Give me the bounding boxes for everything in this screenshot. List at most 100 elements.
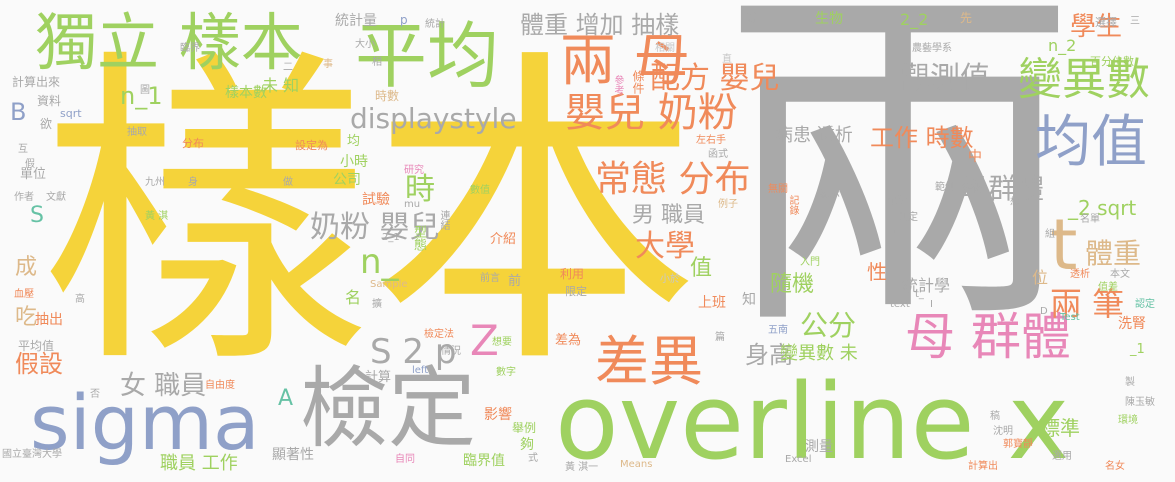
word-xianshi: 顯示 bbox=[820, 189, 840, 200]
word-cheng: 成 bbox=[15, 255, 38, 280]
word-peidui: 配對 bbox=[887, 196, 907, 207]
word-2-1: 2_1 bbox=[382, 232, 400, 243]
word-xiangyao: 想要 bbox=[492, 337, 512, 348]
word-nan-zhiyuan: 男 職員 bbox=[632, 203, 705, 228]
word-daxue: 大學 bbox=[635, 229, 695, 264]
word-2-2: 2_2 bbox=[900, 10, 929, 29]
word-zuo: 做 bbox=[283, 177, 293, 188]
word-jiuzhou: 九州 bbox=[145, 177, 165, 188]
word-binghuan-touxi: 病患 透析 bbox=[775, 125, 853, 146]
word-yangben: 樣本 bbox=[40, 23, 700, 407]
word-ziyoudu: 自由度 bbox=[205, 380, 235, 391]
word-fenbu: 分布 bbox=[182, 137, 204, 150]
word-benwen: 本文 bbox=[1110, 269, 1130, 280]
word-duli-yangben: 獨立 樣本 bbox=[35, 6, 303, 79]
word-huang-qi: 黃 淇 bbox=[145, 211, 169, 222]
word-linjiezhi: 臨界值 bbox=[463, 453, 505, 469]
word-pingjunzhi: 平均值 bbox=[18, 339, 55, 353]
word-gao-draft: 稿 bbox=[990, 411, 1000, 422]
word-chawei: 差為 bbox=[555, 333, 582, 348]
word-liang: 兩 bbox=[720, 0, 1080, 374]
word-jieshao: 介紹 bbox=[490, 232, 517, 247]
word-xueya: 血壓 bbox=[14, 289, 34, 300]
word-suiji: 隨機 bbox=[770, 272, 815, 297]
word-zu: 組 bbox=[1045, 229, 1055, 240]
word-juli: 舉例 bbox=[512, 421, 537, 435]
word-zhicha: 值差 bbox=[1098, 282, 1118, 293]
word-jilu: 記錄 bbox=[787, 195, 798, 215]
word-baifenweishu: 百分位數 bbox=[1090, 55, 1134, 68]
word-muqunti: 母群體 bbox=[960, 172, 1045, 205]
word-tongjixue: 統計學 bbox=[902, 276, 951, 295]
word-xiaoyu: 小於 bbox=[660, 274, 680, 285]
word-xiang-think: 想 bbox=[1010, 197, 1020, 208]
word-cankao: 參考 bbox=[612, 75, 623, 95]
word-zhong: 中 bbox=[968, 149, 982, 165]
word-ming: 名 bbox=[345, 288, 362, 307]
word-bianyishu-wei: 變異數 未 bbox=[780, 343, 858, 364]
word-shuzi: 數字 bbox=[496, 367, 516, 378]
word-s2p: S 2 p bbox=[370, 332, 457, 372]
word-t-under: t_ bbox=[915, 289, 924, 300]
word-huanjing: 環境 bbox=[1118, 415, 1138, 426]
word-ziliao: 資料 bbox=[37, 94, 62, 108]
word-bianyishu: 變異數 bbox=[1018, 54, 1150, 105]
word-zuoyoushou: 左右手 bbox=[696, 135, 726, 146]
word-zhi-make: 製 bbox=[1125, 377, 1135, 388]
word-gou: 夠 bbox=[520, 437, 534, 453]
word-zhi-straight: 直 bbox=[722, 54, 732, 65]
word-lizi: 例子 bbox=[718, 199, 738, 210]
word-excel: Excel bbox=[785, 454, 812, 465]
word-left: left bbox=[412, 365, 429, 376]
word-shenming: 沈明 bbox=[993, 426, 1013, 437]
word-chouchu: 抽出 bbox=[35, 312, 63, 328]
word-yinger-naifen: 嬰兒 奶粉 bbox=[565, 90, 738, 136]
word-guobaojing: 郭寶靜 bbox=[1003, 439, 1033, 450]
word-weizhi: 未 知 bbox=[262, 76, 300, 95]
word-wei: 位 bbox=[1032, 268, 1049, 287]
word-chouqu: 抽取 bbox=[127, 127, 147, 138]
word-qingkuang: 情況 bbox=[441, 346, 461, 357]
word-qianyan: 前言 bbox=[480, 273, 500, 284]
word-san: 三 bbox=[1130, 16, 1140, 27]
word-zitong: 自同 bbox=[395, 454, 415, 465]
word-n1: n_1 bbox=[120, 82, 163, 110]
word-celiang: 測量 bbox=[805, 439, 833, 455]
word-panding: 判定 bbox=[898, 212, 918, 223]
word-yangbenshu: 樣本數 bbox=[225, 85, 267, 101]
word-n-under: n_ bbox=[360, 242, 399, 282]
word-xingtai: 型態 bbox=[411, 225, 426, 251]
word-gao: 高 bbox=[75, 294, 85, 305]
word-hanshi: 函式 bbox=[708, 149, 728, 160]
word-zhi-know: 知 bbox=[742, 292, 756, 308]
word-nv-zhiyuan: 女 職員 bbox=[120, 371, 207, 401]
word-means: Means bbox=[620, 459, 653, 470]
word-jiandingfa: 檢定法 bbox=[424, 329, 454, 340]
word-naifen-yinger: 奶粉 嬰兒 bbox=[310, 210, 440, 245]
word-pian: 篇 bbox=[715, 332, 725, 343]
word-tizhong: 體重 bbox=[1085, 237, 1142, 270]
word-xian: 先 bbox=[960, 11, 973, 25]
word-gongsi: 公司 bbox=[333, 172, 361, 188]
word-tongji: 統計 bbox=[425, 19, 445, 30]
word-xiang: 相 bbox=[372, 57, 382, 68]
word-liang-mu: 兩 母 bbox=[560, 29, 690, 94]
word-shuo: 說 bbox=[745, 11, 758, 25]
word-shengwu: 生物 bbox=[815, 11, 843, 27]
word-pingjun: 平均 bbox=[355, 14, 500, 98]
word-jisuan: 計算 bbox=[365, 370, 392, 385]
word-fou: 否 bbox=[90, 389, 100, 400]
word-jianding: 檢定 bbox=[300, 357, 477, 460]
word-chi: 吃 bbox=[15, 305, 38, 330]
word-gongfen: 公分 bbox=[800, 309, 857, 342]
word-shishu: 時數 bbox=[375, 89, 400, 103]
word-tongjiliang: 統計量 bbox=[335, 13, 377, 29]
word-touxi: 透析 bbox=[1070, 269, 1090, 280]
word-s: S bbox=[30, 203, 44, 228]
word-z: Z bbox=[470, 316, 499, 365]
word-sample: Sample bbox=[370, 279, 408, 290]
word-jiashe: 假設 bbox=[15, 350, 63, 378]
word-rending: 認定 bbox=[1135, 299, 1155, 310]
word-a: A bbox=[278, 386, 294, 411]
